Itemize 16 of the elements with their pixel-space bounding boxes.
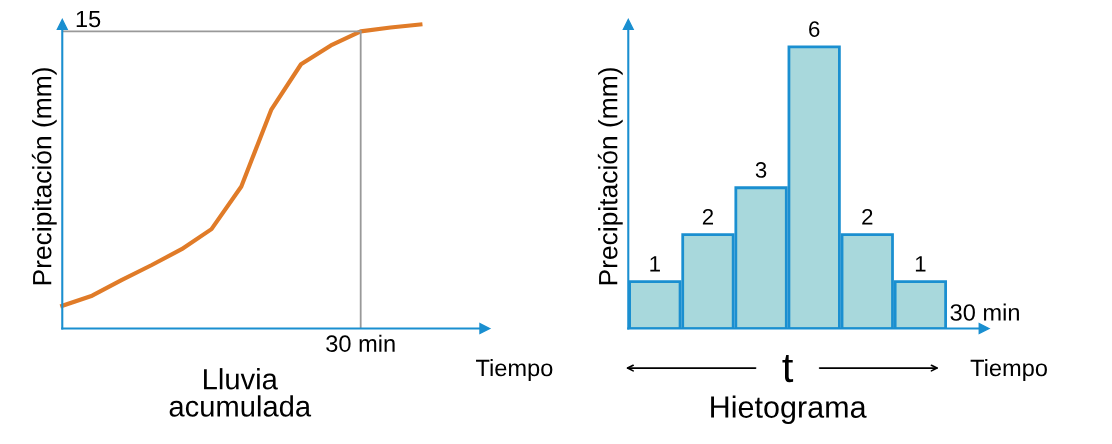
y-axis-title: Precipitación (mm) — [597, 68, 623, 285]
x-axis-title: Tiempo — [476, 358, 553, 381]
text: Lluvia acumulada — [169, 368, 312, 417]
text: 30 min — [326, 334, 395, 352]
y-axis-title: Precipitación (mm) — [31, 68, 57, 285]
annotation: 30 min — [950, 303, 1019, 321]
text: Hietograma — [711, 395, 867, 424]
annotation: 15 — [76, 10, 101, 28]
data-label: 2 — [702, 209, 714, 225]
x-axis-title: Tiempo — [970, 358, 1047, 381]
data-label: 1 — [650, 256, 660, 272]
data-label: 6 — [809, 21, 820, 37]
data-label: 2 — [862, 209, 873, 225]
data-label: 1 — [915, 256, 926, 272]
text: t — [782, 354, 794, 383]
data-label: 3 — [755, 162, 767, 178]
